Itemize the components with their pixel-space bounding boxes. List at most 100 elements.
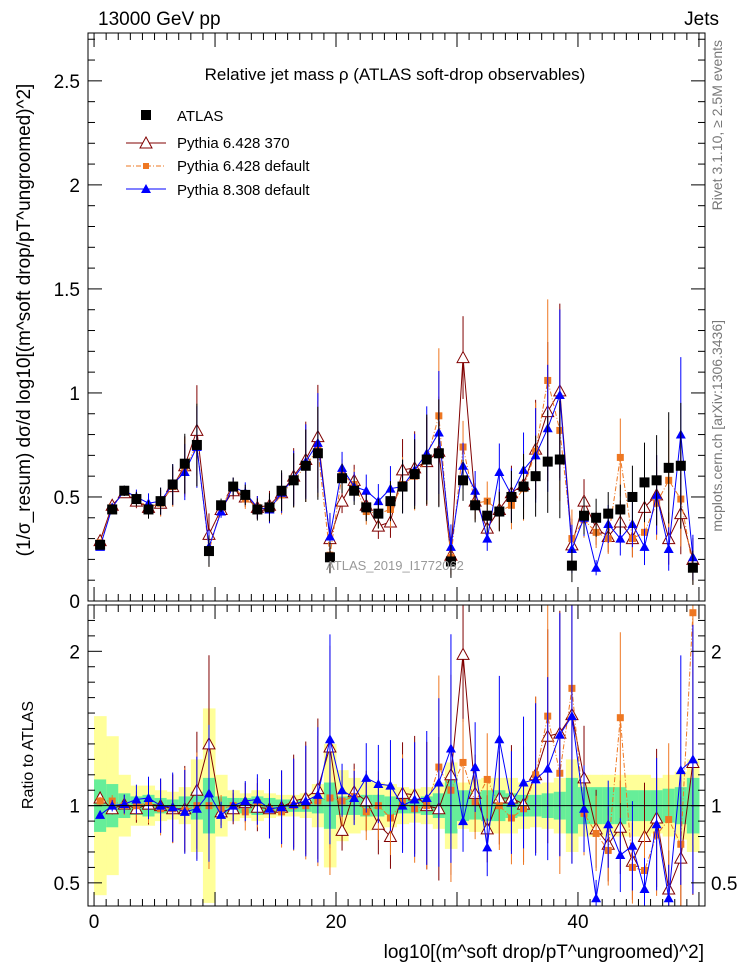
data-point-atlas — [143, 504, 154, 515]
data-point-pythia-6-428-default — [689, 609, 697, 617]
data-point-atlas — [385, 496, 396, 507]
data-point-pythia-8-308-default — [324, 531, 335, 541]
data-point-pythia-6-428-370 — [335, 823, 349, 836]
data-point-pythia-8-308-default — [191, 803, 202, 813]
data-point-atlas — [107, 504, 118, 515]
data-point-pythia-6-428-default — [665, 816, 673, 824]
ratio-y-tick-label-right: 0.5 — [711, 874, 737, 895]
data-point-pythia-8-308-default — [458, 816, 469, 826]
data-point-pythia-8-308-default — [566, 543, 577, 553]
series-line-pythia-8-308-default — [99, 714, 694, 899]
data-point-pythia-8-308-default — [530, 774, 541, 784]
data-point-atlas — [675, 460, 686, 471]
data-point-atlas — [530, 471, 541, 482]
data-point-pythia-8-308-default — [542, 763, 553, 773]
data-point-pythia-8-308-default — [324, 734, 335, 744]
data-point-atlas — [167, 479, 178, 490]
main-y-tick-label: 2 — [69, 176, 80, 197]
data-point-atlas — [591, 512, 602, 523]
ratio-y-axis-label: Ratio to ATLAS — [20, 701, 37, 809]
data-point-atlas — [119, 485, 130, 496]
data-point-atlas — [288, 475, 299, 486]
ratio-plot-frame — [87, 604, 706, 907]
data-point-atlas — [687, 562, 698, 573]
data-point-atlas — [651, 475, 662, 486]
series-line-pythia-6-428-default — [99, 380, 694, 568]
x-axis-label: log10[(m^soft drop/pT^ungroomed)^2] — [384, 942, 704, 963]
legend: ATLAS Pythia 6.428 370 Pythia 6.428 defa… — [126, 108, 310, 199]
data-point-pythia-6-428-default — [592, 829, 600, 837]
data-point-pythia-8-308-default — [349, 792, 360, 802]
main-y-axis-label: (1/σ_resum) dσ/d log10[(m^soft drop/pT^u… — [14, 84, 35, 557]
side-text-top: Rivet 3.1.10, ≥ 2.5M events — [709, 40, 725, 210]
data-point-atlas — [542, 456, 553, 467]
data-point-pythia-8-308-default — [579, 803, 590, 813]
series-line-pythia-8-308-default — [99, 394, 694, 570]
data-point-atlas — [276, 485, 287, 496]
data-point-pythia-8-308-default — [433, 777, 444, 787]
data-point-pythia-8-308-default — [663, 543, 674, 553]
series-line-pythia-6-428-370 — [99, 357, 694, 560]
main-y-tick-label: 2.5 — [54, 72, 80, 93]
data-point-pythia-6-428-default — [616, 453, 624, 461]
data-point-atlas — [615, 504, 626, 515]
ratio-y-tick-label: 2 — [69, 642, 80, 663]
data-point-atlas — [482, 510, 493, 521]
legend-marker-pythia6-370 — [139, 135, 153, 149]
data-point-pythia-8-308-default — [615, 850, 626, 860]
data-point-pythia-8-308-default — [518, 777, 529, 787]
data-point-pythia-6-428-370 — [335, 494, 349, 507]
data-point-atlas — [663, 462, 674, 473]
main-y-tick-label: 0.5 — [54, 488, 80, 509]
data-point-atlas — [324, 552, 335, 563]
data-point-pythia-8-308-default — [603, 819, 614, 829]
data-point-pythia-8-308-default — [651, 819, 662, 829]
data-point-pythia-8-308-default — [300, 796, 311, 806]
data-point-pythia-8-308-default — [554, 729, 565, 739]
data-point-pythia-8-308-default — [95, 809, 106, 819]
data-point-atlas — [337, 473, 348, 484]
ratio-y-tick-label-right: 1 — [711, 797, 722, 818]
x-tick-label: 20 — [325, 912, 346, 933]
data-point-pythia-8-308-default — [663, 893, 674, 903]
data-point-pythia-8-308-default — [591, 893, 602, 903]
data-point-atlas — [518, 481, 529, 492]
data-point-pythia-8-308-default — [143, 792, 154, 802]
data-point-atlas — [445, 556, 456, 567]
data-point-atlas — [506, 491, 517, 502]
data-point-atlas — [627, 491, 638, 502]
data-point-atlas — [566, 560, 577, 571]
data-point-atlas — [397, 481, 408, 492]
legend-label-pythia6-370: Pythia 6.428 370 — [177, 135, 290, 152]
data-point-atlas — [639, 477, 650, 488]
x-tick-label: 0 — [89, 912, 100, 933]
data-point-pythia-8-308-default — [373, 779, 384, 789]
data-point-pythia-8-308-default — [276, 802, 287, 812]
data-point-atlas — [95, 539, 106, 550]
data-point-pythia-6-428-default — [616, 714, 624, 722]
legend-label-atlas: ATLAS — [177, 108, 223, 125]
ratio-y-tick-label-right: 2 — [711, 642, 722, 663]
x-tick-label: 40 — [567, 912, 588, 933]
ratio-series — [93, 605, 700, 906]
data-point-atlas — [252, 504, 263, 515]
data-point-atlas — [264, 502, 275, 513]
data-point-pythia-8-308-default — [361, 772, 372, 782]
data-point-atlas — [579, 510, 590, 521]
data-point-atlas — [349, 485, 360, 496]
legend-marker-atlas — [141, 110, 151, 120]
data-point-pythia-8-308-default — [494, 734, 505, 744]
main-y-tick-label: 1 — [69, 384, 80, 405]
data-point-pythia-8-308-default — [506, 797, 517, 807]
data-point-atlas — [409, 469, 420, 480]
ratio-y-tick-label: 0.5 — [54, 874, 80, 895]
data-point-pythia-8-308-default — [566, 711, 577, 721]
data-point-pythia-8-308-default — [482, 533, 493, 543]
data-point-pythia-8-308-default — [240, 796, 251, 806]
data-point-atlas — [240, 489, 251, 500]
header-left: 13000 GeV pp — [98, 9, 221, 30]
series-line-pythia-6-428-370 — [99, 654, 694, 891]
data-point-atlas — [191, 439, 202, 450]
data-point-pythia-8-308-default — [470, 762, 481, 772]
